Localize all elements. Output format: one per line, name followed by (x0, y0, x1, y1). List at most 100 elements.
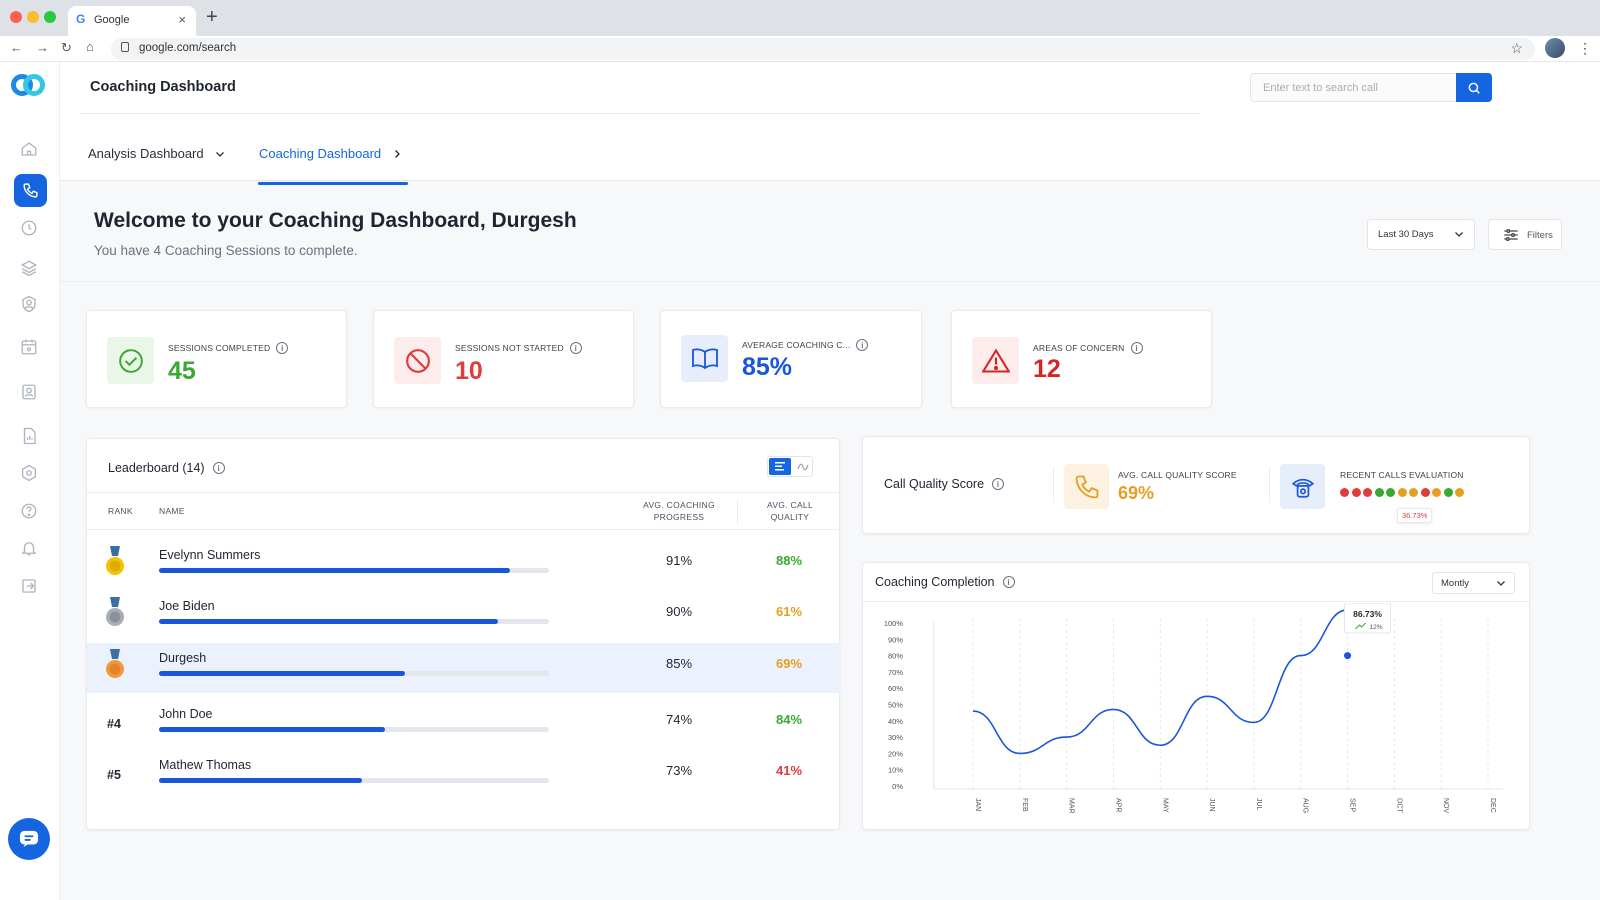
list-view-icon[interactable] (769, 458, 791, 475)
call-quality-card: Call Quality Score i AVG. CALL QUALITY SC… (862, 436, 1530, 534)
tab-label: Coaching Dashboard (259, 146, 382, 161)
progress-bar (159, 671, 549, 676)
help-icon[interactable] (19, 501, 39, 521)
info-icon[interactable]: i (569, 342, 582, 354)
evaluation-dot[interactable] (1363, 488, 1372, 497)
rank-value: #5 (107, 768, 121, 782)
logout-icon[interactable] (19, 576, 39, 596)
back-icon[interactable]: ← (10, 40, 23, 55)
tab-analysis-dashboard[interactable]: Analysis Dashboard (88, 146, 226, 161)
forward-icon[interactable]: → (36, 40, 49, 55)
avg-call-quality-value: 69% (1118, 483, 1155, 503)
info-icon[interactable]: i (1002, 576, 1015, 588)
info-icon[interactable]: i (1130, 342, 1143, 354)
clock-icon[interactable] (19, 218, 39, 238)
table-row[interactable]: Evelynn Summers 91% 88% (87, 540, 841, 590)
column-header-call-quality: AVG. CALL QUALITY (766, 500, 813, 522)
phone-evaluation-icon (1280, 464, 1325, 509)
chevron-down-icon (1455, 232, 1463, 237)
page-title: Coaching Dashboard (90, 79, 236, 95)
y-tick-label: 0% (892, 782, 903, 791)
progress-bar (159, 619, 549, 624)
x-tick-label: AUG (1302, 798, 1309, 813)
y-tick-label: 80% (888, 652, 903, 661)
table-row[interactable]: #5 Mathew Thomas 73% 41% (87, 750, 841, 800)
stat-value: 85% (742, 353, 793, 381)
agent-name: Evelynn Summers (159, 548, 261, 562)
progress-fill (159, 778, 362, 783)
series-line (972, 609, 1348, 755)
search-button[interactable] (1456, 73, 1492, 102)
reload-icon[interactable]: ↻ (61, 40, 72, 55)
stat-card-sessions-completed: SESSIONS COMPLETED i 45 (86, 310, 347, 408)
date-range-select[interactable]: Last 30 Days (1367, 219, 1475, 250)
y-tick-label: 70% (888, 668, 903, 677)
evaluation-dot[interactable] (1397, 488, 1407, 497)
evaluation-dot[interactable] (1409, 488, 1418, 497)
progress-bar (159, 727, 549, 732)
browser-toolbar: ← → ↻ ⌂ google.com/search ☆ (0, 36, 1600, 62)
evaluation-dot[interactable] (1374, 488, 1384, 497)
close-tab-icon[interactable]: × (178, 12, 186, 27)
column-header-name: NAME (159, 506, 185, 516)
user-shield-icon[interactable] (19, 294, 39, 314)
chevron-down-icon (215, 151, 224, 157)
settings-icon[interactable] (19, 463, 39, 483)
info-icon[interactable]: i (276, 342, 289, 354)
y-tick-label: 20% (888, 749, 903, 758)
browser-tab[interactable]: G Google × (68, 6, 196, 36)
minimize-window-icon[interactable] (27, 11, 39, 23)
evaluation-dot[interactable] (1443, 488, 1453, 497)
address-bar[interactable]: google.com/search ☆ (111, 38, 1535, 60)
header-divider (87, 492, 841, 493)
evaluation-dot[interactable] (1351, 488, 1361, 497)
profile-avatar[interactable] (1545, 38, 1565, 58)
date-range-value: Last 30 Days (1378, 229, 1434, 240)
bookmark-star-icon[interactable]: ☆ (1510, 40, 1523, 56)
maximize-window-icon[interactable] (44, 11, 56, 23)
info-icon[interactable]: i (856, 339, 869, 351)
chat-support-button[interactable] (8, 818, 50, 860)
table-row[interactable]: #4 John Doe 74% 84% (87, 699, 841, 749)
x-tick-label: OCT (1395, 798, 1402, 814)
close-window-icon[interactable] (10, 11, 22, 23)
search-call-input[interactable] (1250, 73, 1456, 102)
coaching-progress-value: 85% (665, 656, 693, 671)
new-tab-button[interactable]: + (206, 6, 218, 28)
period-select[interactable]: Montly (1432, 572, 1515, 594)
evaluation-dot[interactable] (1386, 488, 1395, 497)
home-icon[interactable] (19, 139, 39, 159)
table-row-current-user[interactable]: Durgesh 85% 69% (87, 643, 841, 693)
evaluation-dot[interactable] (1420, 488, 1430, 497)
evaluation-dot[interactable] (1432, 488, 1441, 497)
section-divider (60, 281, 1600, 282)
y-tick-label: 40% (888, 717, 903, 726)
app-logo[interactable] (11, 74, 47, 98)
agent-name: Durgesh (159, 651, 207, 665)
home-browser-icon[interactable]: ⌂ (86, 39, 94, 54)
contact-icon[interactable] (19, 382, 39, 402)
info-icon[interactable]: i (212, 462, 225, 474)
sidebar (0, 62, 60, 900)
phone-icon[interactable] (14, 174, 47, 207)
call-quality-value: 84% (775, 712, 803, 727)
layers-icon[interactable] (19, 258, 39, 278)
report-icon[interactable] (19, 426, 39, 446)
stat-card-areas-of-concern: AREAS OF CONCERN i 12 (951, 310, 1212, 408)
chart-view-icon[interactable] (793, 458, 812, 475)
stat-label: SESSIONS COMPLETED i (168, 342, 289, 354)
evaluation-dot[interactable] (1340, 488, 1349, 497)
browser-menu-icon[interactable]: ⋮ (1578, 40, 1592, 56)
lock-icon (121, 42, 129, 52)
table-row[interactable]: Joe Biden 90% 61% (87, 591, 841, 641)
bronze-medal-icon (106, 649, 124, 678)
tab-coaching-dashboard[interactable]: Coaching Dashboard (259, 146, 403, 161)
gold-medal-icon (106, 546, 124, 575)
info-icon[interactable]: i (992, 478, 1005, 490)
y-tick-label: 60% (888, 684, 903, 693)
progress-bar (159, 568, 549, 573)
filters-button[interactable]: Filters (1488, 219, 1562, 250)
evaluation-dot[interactable] (1455, 488, 1464, 497)
calendar-icon[interactable] (19, 337, 39, 357)
bell-icon[interactable] (19, 538, 39, 558)
